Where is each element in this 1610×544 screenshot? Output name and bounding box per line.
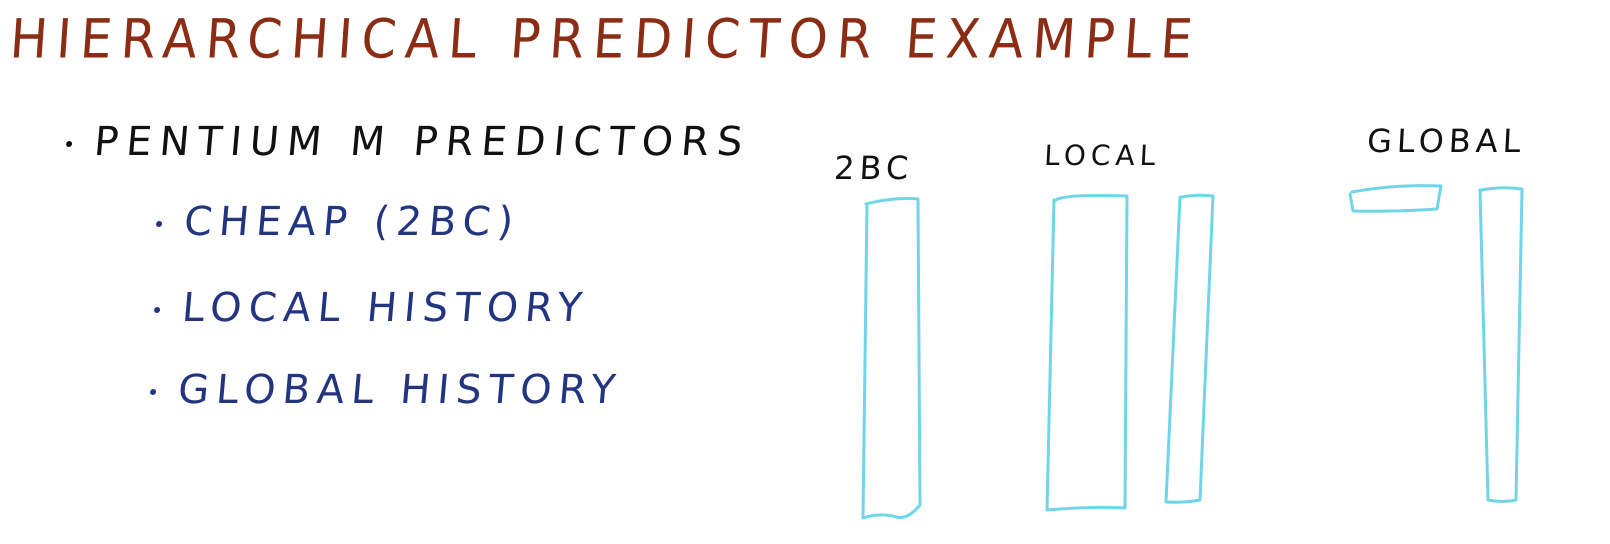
table-2bc: [861, 197, 922, 520]
bullet-dot: [155, 221, 163, 227]
sub-bullet-cheap: Cheap (2BC): [155, 199, 523, 245]
bullet-main-text: Pentium M Predictors: [92, 119, 753, 165]
bullet-dot: [149, 389, 157, 395]
bullet-dot: [65, 141, 73, 147]
table-global-predictor: [1478, 186, 1524, 503]
bullet-pentium-m-predictors: Pentium M Predictors: [65, 119, 753, 165]
label-global: Global: [1366, 122, 1527, 160]
sub-bullet-text: Global History: [176, 367, 625, 413]
sub-bullet-global-history: Global History: [149, 367, 625, 413]
sub-bullet-text: Cheap (2BC): [182, 199, 523, 245]
table-local-predictor: [1164, 193, 1215, 504]
table-global-history-register: [1348, 184, 1443, 213]
label-2bc: 2BC: [833, 149, 915, 187]
table-local-history: [1045, 194, 1129, 512]
sub-bullet-text: Local History: [180, 285, 591, 331]
bullet-dot: [153, 307, 161, 313]
slide-title: Hierarchical Predictor Example: [7, 7, 1204, 71]
sub-bullet-local-history: Local History: [153, 285, 591, 331]
label-local: Local: [1043, 139, 1162, 172]
